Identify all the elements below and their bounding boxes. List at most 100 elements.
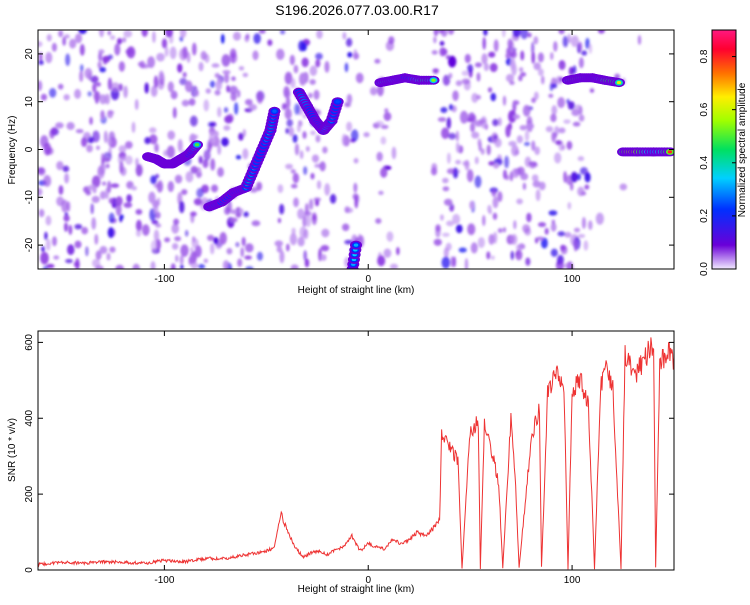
noise-blob	[267, 39, 273, 46]
noise-blob	[483, 62, 490, 72]
noise-blob	[242, 148, 249, 160]
noise-blob	[89, 116, 93, 125]
noise-blob	[480, 148, 485, 155]
noise-blob	[155, 174, 159, 179]
noise-blob	[374, 58, 381, 64]
noise-blob	[553, 41, 558, 52]
ridge-3	[292, 87, 344, 135]
noise-blob	[577, 233, 586, 238]
noise-blob	[560, 244, 566, 251]
noise-blob	[567, 33, 571, 44]
y-tick-label: 200	[24, 485, 35, 502]
noise-blob	[276, 245, 283, 253]
noise-blob	[383, 248, 392, 258]
noise-blob	[217, 144, 222, 155]
noise-blob	[577, 156, 585, 162]
noise-blob	[440, 214, 444, 221]
noise-blob	[310, 130, 316, 136]
noise-blob	[191, 238, 199, 249]
y-tick-label: 10	[24, 96, 35, 108]
noise-blob	[588, 220, 593, 231]
noise-blob	[583, 240, 589, 251]
noise-blob	[377, 84, 384, 97]
noise-blob	[321, 228, 330, 238]
noise-blob	[276, 48, 285, 61]
noise-blob	[44, 231, 48, 241]
noise-blob	[195, 89, 200, 97]
noise-blob	[383, 111, 392, 122]
noise-blob	[439, 41, 445, 46]
noise-blob	[258, 30, 266, 34]
noise-blob	[79, 70, 84, 83]
noise-blob	[124, 141, 133, 149]
noise-blob	[74, 240, 82, 249]
noise-blob	[123, 202, 133, 208]
noise-blob	[196, 188, 204, 198]
noise-blob	[302, 131, 307, 139]
noise-blob	[301, 57, 309, 68]
noise-blob	[237, 258, 243, 268]
noise-blob	[452, 90, 459, 102]
noise-blob	[150, 240, 158, 252]
noise-blob	[198, 264, 206, 269]
snr-frame	[37, 330, 675, 571]
noise-blob	[58, 30, 64, 38]
noise-blob	[442, 186, 450, 192]
noise-blob	[316, 30, 323, 39]
noise-blob	[440, 107, 448, 114]
noise-blob	[251, 220, 261, 227]
noise-blob	[541, 75, 545, 85]
noise-blob	[298, 72, 307, 86]
noise-blob	[256, 91, 264, 104]
noise-blob	[522, 182, 527, 190]
noise-blob	[182, 71, 187, 78]
noise-blob	[308, 198, 314, 210]
noise-blob	[467, 223, 476, 236]
noise-blob	[561, 144, 566, 151]
x-tick-label: 100	[564, 274, 581, 285]
spectrogram-ridges	[142, 73, 674, 269]
noise-blob	[568, 66, 574, 76]
noise-blob	[226, 85, 230, 93]
noise-blob	[185, 171, 194, 183]
noise-blob	[153, 204, 159, 215]
noise-blob	[109, 246, 116, 253]
noise-blob	[172, 107, 177, 119]
noise-blob	[235, 242, 240, 248]
noise-blob	[53, 255, 60, 260]
noise-blob	[507, 38, 513, 49]
noise-blob	[569, 181, 574, 191]
noise-blob	[277, 217, 282, 224]
noise-blob	[490, 255, 495, 260]
noise-blob	[244, 255, 253, 260]
noise-blob	[93, 91, 101, 101]
noise-blob	[87, 184, 95, 191]
noise-blob	[497, 228, 503, 233]
noise-blob	[232, 31, 242, 41]
y-tick-label: -20	[24, 237, 35, 252]
noise-blob	[535, 189, 541, 202]
noise-blob	[117, 38, 123, 45]
spectrogram-y-label: Frequency (Hz)	[7, 116, 18, 185]
noise-blob	[353, 158, 359, 164]
noise-blob	[570, 35, 580, 48]
noise-blob	[99, 191, 106, 200]
noise-blob	[74, 88, 82, 99]
noise-blob	[502, 227, 507, 233]
ridge-blob-core	[194, 143, 200, 147]
noise-blob	[222, 69, 231, 75]
noise-blob	[502, 95, 507, 106]
noise-blob	[637, 35, 642, 45]
noise-blob	[64, 173, 70, 184]
noise-blob	[180, 264, 184, 269]
noise-blob	[277, 184, 284, 193]
noise-blob	[520, 30, 529, 40]
noise-blob	[322, 146, 328, 154]
noise-blob	[551, 83, 558, 89]
noise-blob	[220, 33, 225, 44]
noise-blob	[297, 236, 305, 247]
noise-blob	[344, 62, 349, 73]
noise-blob	[214, 130, 219, 138]
noise-blob	[170, 90, 178, 100]
noise-blob	[572, 121, 581, 127]
